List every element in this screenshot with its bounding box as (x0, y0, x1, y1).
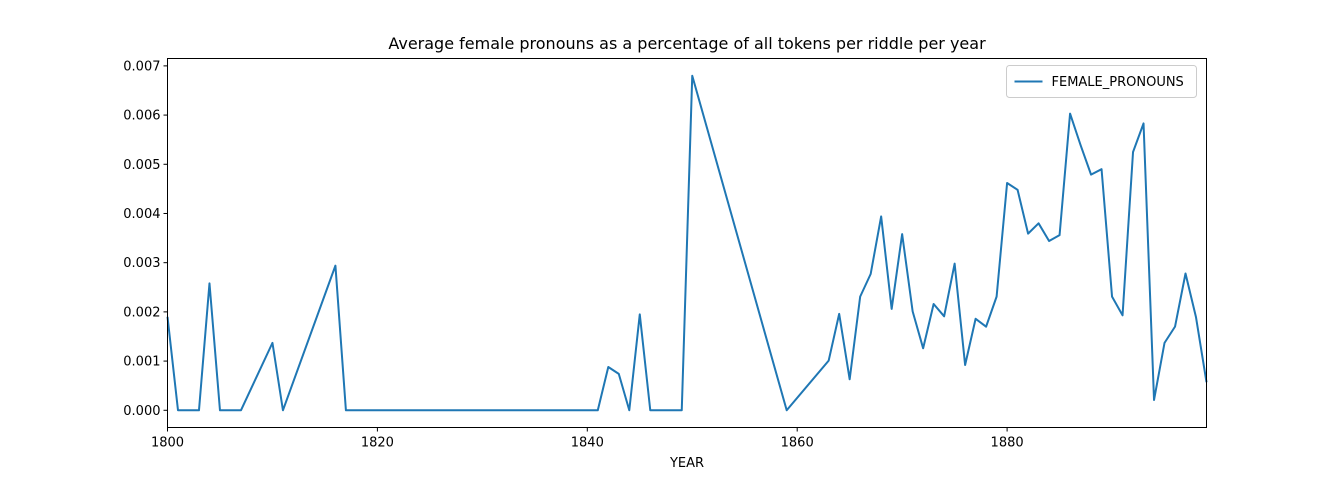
legend-label: FEMALE_PRONOUNS (1052, 75, 1184, 90)
x-tick-label: 1800 (151, 436, 184, 451)
x-axis: 1800 1820 1840 1860 1880 (151, 427, 1024, 451)
series-line-0 (166, 74, 1208, 412)
x-axis-label: YEAR (669, 456, 704, 471)
y-tick-label: 0.001 (123, 355, 160, 370)
x-tick-label: 1860 (781, 436, 814, 451)
y-tick-label: 0.002 (123, 305, 160, 320)
legend: FEMALE_PRONOUNS (1006, 65, 1197, 98)
y-axis: 0.000 0.001 0.002 0.003 0.004 0.005 0.006 0.007 (123, 59, 168, 419)
y-tick-label: 0.003 (123, 256, 160, 271)
plot-area (166, 58, 1208, 428)
y-tick-label: 0.004 (123, 207, 160, 222)
chart-title: Average female pronouns as a percentage … (388, 34, 986, 53)
y-tick-label: 0.005 (123, 158, 160, 173)
y-tick-label: 0.007 (123, 59, 160, 74)
y-tick-label: 0.006 (123, 109, 160, 124)
axes-frame (167, 58, 1207, 428)
legend-box (1006, 65, 1197, 98)
x-tick-label: 1880 (991, 436, 1024, 451)
x-tick-label: 1840 (571, 436, 604, 451)
y-tick-label: 0.000 (123, 404, 160, 419)
x-tick-label: 1820 (361, 436, 394, 451)
